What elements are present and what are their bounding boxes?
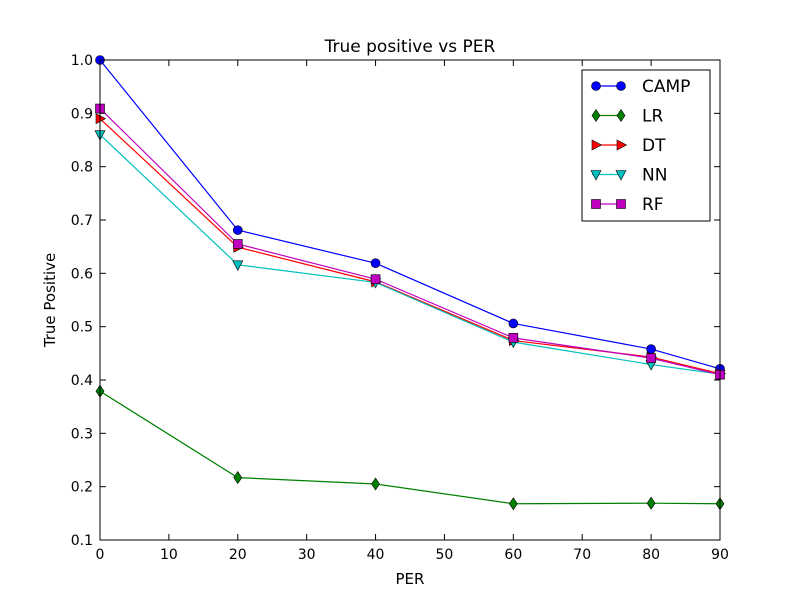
data-point-camp xyxy=(370,258,381,269)
x-tick-label: 30 xyxy=(298,547,316,563)
x-tick-label: 40 xyxy=(367,547,385,563)
series-line-nn xyxy=(99,134,721,375)
y-tick-label: 0.1 xyxy=(71,533,93,549)
legend-marker-camp xyxy=(591,81,601,91)
y-tick-label: 0.5 xyxy=(71,320,93,336)
legend-marker-nn xyxy=(590,170,602,181)
plot-area: 0 10 20 30 40 50 60 70 80 90 0.1 0.2 0.3 0.4 0.5 0.6 0.7… xyxy=(71,53,729,563)
x-tick-label: 80 xyxy=(642,547,660,563)
legend-marker-dt xyxy=(616,139,628,151)
legend-marker-dt xyxy=(591,139,603,151)
x-axis-label: PER xyxy=(396,570,425,588)
legend-label-rf: RF xyxy=(642,195,664,215)
data-point-lr xyxy=(646,496,656,510)
y-axis-label: True Positive xyxy=(41,253,59,348)
series-line-camp xyxy=(99,59,721,370)
x-tick-label: 70 xyxy=(573,547,591,563)
x-tick-label: 0 xyxy=(96,547,105,563)
series-line-rf xyxy=(99,108,721,376)
legend-label-lr: LR xyxy=(642,107,663,127)
data-point-camp xyxy=(232,225,243,235)
x-tick-label: 10 xyxy=(160,547,178,563)
legend-label-dt: DT xyxy=(642,136,666,156)
legend-marker-lr xyxy=(616,108,626,123)
data-point-rf xyxy=(232,239,243,249)
legend-marker-nn xyxy=(615,170,627,181)
y-tick-label: 0.6 xyxy=(71,266,93,282)
legend-label-nn: NN xyxy=(642,166,667,186)
x-tick-label: 90 xyxy=(711,547,729,563)
data-point-dt xyxy=(95,113,107,125)
chart-title: True positive vs PER xyxy=(324,37,496,57)
legend-label-camp: CAMP xyxy=(642,77,690,97)
y-tick-label: 0.8 xyxy=(71,160,93,176)
series-line-lr xyxy=(99,390,721,505)
legend-marker-camp xyxy=(616,81,626,91)
y-tick-label: 1.0 xyxy=(71,53,93,69)
data-point-camp xyxy=(508,318,519,329)
y-tick-label: 0.9 xyxy=(71,106,93,122)
y-tick-label: 0.3 xyxy=(71,426,93,442)
plot-frame xyxy=(99,59,721,541)
data-point-rf xyxy=(508,333,519,343)
series-line-dt xyxy=(99,118,721,375)
legend-marker-rf xyxy=(616,199,626,209)
data-point-rf xyxy=(646,353,656,363)
legend: CAMP LR DT NN RF xyxy=(581,69,711,222)
y-tick-label: 0.2 xyxy=(71,480,93,496)
data-point-rf xyxy=(370,274,381,285)
y-tick-label: 0.4 xyxy=(71,373,93,389)
legend-marker-rf xyxy=(591,199,601,209)
x-tick-label: 20 xyxy=(229,547,247,563)
data-point-lr xyxy=(371,477,380,491)
data-point-lr xyxy=(233,471,243,485)
data-point-nn xyxy=(232,260,244,271)
x-tick-label: 60 xyxy=(504,547,522,563)
x-tick-label: 50 xyxy=(436,547,454,563)
legend-marker-lr xyxy=(591,108,601,123)
data-point-lr xyxy=(508,497,518,511)
y-tick-label: 0.7 xyxy=(71,213,93,229)
